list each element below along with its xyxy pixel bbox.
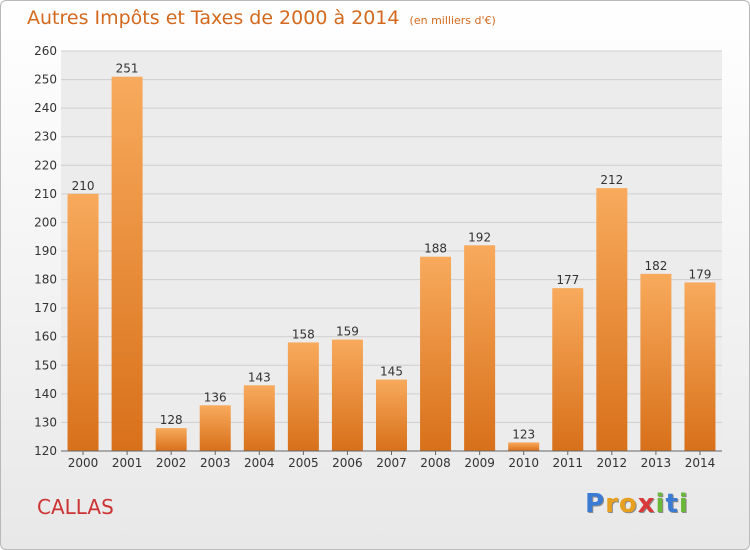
logo-letter: t [665,489,679,519]
bar-2003 [199,405,231,451]
bar-2013 [640,273,672,451]
chart-title: Autres Impôts et Taxes de 2000 à 2014 (e… [27,7,496,29]
x-tick-label: 2008 [420,456,451,470]
y-tick-label: 240 [34,101,57,115]
y-axis: 120 130 140 150 160 170 180 190 200 210 220 230 240 2… [34,44,57,458]
y-tick-label: 250 [34,73,57,87]
x-tick-label: 2001 [112,456,143,470]
x-tick-label: 2014 [685,456,716,470]
x-tick-label: 2000 [68,456,99,470]
x-tick-label: 2013 [641,456,672,470]
data-label: 179 [689,267,712,281]
y-tick-label: 120 [34,444,57,458]
bar-2008 [420,256,452,451]
y-tick-label: 230 [34,130,57,144]
y-tick-label: 150 [34,358,57,372]
bar-2004 [243,385,275,451]
data-label: 136 [204,390,227,404]
commune-name: CALLAS [37,495,114,519]
y-tick-label: 170 [34,301,57,315]
bars: 210 251 128 136 143 158 159 145 188 192 123 177 212 1… [67,62,716,451]
x-tick-label: 2007 [376,456,407,470]
logo-letter: P [585,489,606,519]
logo-letter: o [618,489,638,519]
data-label: 182 [644,259,667,273]
x-tick-label: 2010 [508,456,539,470]
bar-2012 [596,188,628,451]
data-label: 159 [336,325,359,339]
y-tick-label: 200 [34,215,57,229]
bar-2007 [376,379,407,451]
data-label: 177 [556,273,579,287]
data-label: 210 [72,179,95,193]
x-tick-label: 2006 [332,456,363,470]
data-label: 145 [380,365,403,379]
chart-subtitle: (en milliers d'€) [409,14,496,27]
data-label: 158 [292,327,315,341]
x-tick-label: 2002 [156,456,187,470]
y-tick-label: 220 [34,158,57,172]
x-tick-label: 2009 [464,456,495,470]
x-axis: 2000 2001 2002 2003 2004 2005 2006 2007 2008 2009… [61,450,722,470]
logo-letter: r [605,489,619,519]
x-tick-label: 2012 [597,456,628,470]
y-tick-label: 190 [34,244,57,258]
data-label: 188 [424,242,447,256]
data-label: 123 [512,427,535,441]
data-label: 251 [116,62,139,76]
x-tick-label: 2005 [288,456,319,470]
bar-2000 [67,193,99,451]
logo-letter: x [637,489,656,519]
bar-2014 [684,282,716,451]
proxiti-logo: Proxiti [585,489,689,519]
bar-2001 [111,76,143,451]
data-label: 143 [248,370,271,384]
data-label: 212 [600,173,623,187]
logo-letter: i [655,489,666,519]
bar-2006 [331,339,363,451]
y-tick-label: 260 [34,44,57,58]
x-tick-label: 2003 [200,456,231,470]
bar-2005 [287,342,319,451]
bar-2002 [155,428,187,451]
y-tick-label: 210 [34,187,57,201]
y-tick-label: 160 [34,330,57,344]
y-tick-label: 130 [34,415,57,429]
y-tick-label: 140 [34,387,57,401]
data-label: 192 [468,230,491,244]
bar-2011 [552,288,584,451]
chart-title-text: Autres Impôts et Taxes de 2000 à 2014 [27,7,400,29]
logo-letter: i [678,489,689,519]
data-label: 128 [160,413,183,427]
y-tick-label: 180 [34,273,57,287]
bar-2010 [508,442,540,451]
x-tick-label: 2011 [552,456,583,470]
x-tick-label: 2004 [244,456,275,470]
bar-2009 [464,245,496,451]
